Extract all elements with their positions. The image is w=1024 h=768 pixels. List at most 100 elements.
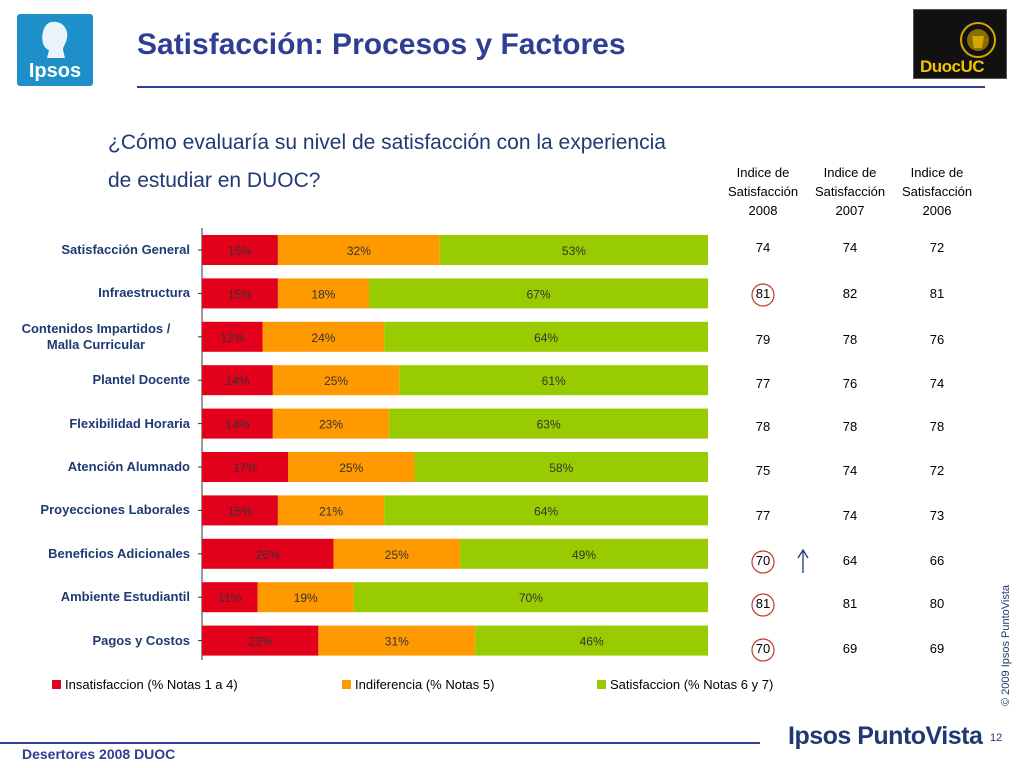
up-arrow-icon: [797, 548, 809, 573]
bar-data-label: 49%: [572, 548, 596, 562]
bar-segment: [272, 365, 400, 396]
index-value: 70: [755, 641, 771, 656]
head-silhouette-icon: [42, 21, 68, 59]
bar-segment: [202, 321, 263, 352]
page-number: 12: [990, 732, 1003, 744]
bar-segment: [333, 538, 461, 569]
bar-data-label: 70%: [519, 591, 543, 605]
bar-segment: [318, 625, 476, 656]
index-value: 81: [755, 596, 771, 611]
category-label: Beneficios Adicionales: [48, 545, 190, 561]
bar-data-label: 12%: [220, 331, 244, 345]
index-value: 66: [929, 553, 945, 568]
legend-label: Satisfaccion (% Notas 6 y 7): [610, 677, 774, 692]
duoc-logo: DuocUC: [913, 9, 1007, 79]
ipsos-logo: Ipsos: [17, 14, 93, 86]
bar-data-label: 53%: [562, 244, 586, 258]
bar-segment: [202, 452, 289, 482]
bar-segment: [262, 321, 385, 352]
category-label: Atención Alumnado: [67, 459, 190, 474]
bar-segment: [384, 495, 708, 526]
index-value: 81: [755, 286, 771, 301]
bar-segment: [460, 538, 708, 569]
index-value: 74: [842, 240, 858, 255]
bar-segment: [277, 495, 385, 526]
index-value: 80: [929, 596, 945, 611]
bar-data-label: 25%: [339, 461, 363, 475]
index-value: 82: [842, 286, 858, 301]
title-divider: [137, 86, 985, 88]
bar-segment: [202, 365, 273, 396]
bar-segment: [277, 235, 440, 265]
bar-data-label: 18%: [311, 287, 335, 301]
bar-segment: [399, 365, 708, 396]
ipsos-logo-text: Ipsos: [28, 60, 82, 82]
bar-data-label: 21%: [319, 504, 343, 518]
page-title: Satisfacción: Procesos y Factores: [137, 28, 626, 61]
category-label: Ambiente Estudiantil: [60, 589, 190, 605]
bar-data-label: 31%: [385, 635, 409, 649]
index-header-line: Indice de: [823, 165, 877, 180]
index-value: 81: [929, 286, 945, 301]
bar-segment: [202, 582, 258, 613]
index-header-2007: Indice de Satisfacción 2007: [805, 163, 895, 220]
bar-segment: [272, 408, 390, 439]
index-value: 72: [929, 240, 945, 255]
bar-segment: [202, 235, 278, 265]
bar-data-label: 11%: [218, 591, 241, 605]
bar-data-label: 15%: [228, 504, 252, 518]
legend-swatch-red: [52, 680, 61, 689]
category-label: Contenidos Impartidos / Malla Curricular: [21, 320, 171, 352]
index-header-2008: Indice de Satisfacción 2008: [718, 163, 808, 220]
category-label: Proyecciones Laborales: [40, 502, 190, 518]
bar-data-label: 14%: [225, 374, 249, 388]
bar-segment: [202, 625, 319, 656]
bar-data-label: 64%: [534, 331, 558, 345]
bar-data-label: 25%: [385, 548, 409, 562]
bar-segment: [202, 538, 334, 569]
index-header-line: 2007: [835, 203, 865, 218]
bar-data-label: 15%: [228, 287, 252, 301]
bar-data-label: 23%: [248, 635, 272, 649]
copyright-notice: © 2009 Ipsos PuntoVista: [1000, 584, 1012, 706]
index-value: 69: [842, 641, 858, 656]
university-seal-icon: [960, 22, 996, 58]
highlight-circle: [751, 550, 775, 574]
bar-data-label: 58%: [549, 461, 573, 475]
index-value: 74: [755, 240, 771, 255]
index-value: 77: [755, 376, 771, 391]
bar-segment: [288, 452, 415, 482]
category-label: Satisfacción General: [61, 242, 190, 257]
index-header-line: Satisfacción: [901, 184, 973, 199]
index-header-line: Satisfacción: [814, 184, 886, 199]
bar-data-label: 63%: [537, 418, 561, 432]
bar-data-label: 61%: [542, 374, 566, 388]
index-header-line: Indice de: [736, 165, 790, 180]
bar-data-label: 15%: [228, 244, 252, 258]
category-label: Flexibilidad Horaria: [69, 415, 190, 431]
highlight-circle: [751, 283, 775, 307]
bar-segment: [368, 278, 708, 309]
index-value: 78: [842, 332, 858, 347]
bar-segment: [384, 321, 708, 352]
index-header-line: Satisfacción: [727, 184, 799, 199]
category-label: Pagos y Costos: [92, 632, 190, 648]
index-value: 75: [755, 463, 771, 478]
index-value: 76: [842, 376, 858, 391]
bar-segment: [353, 582, 708, 613]
bar-data-label: 67%: [526, 287, 550, 301]
index-value: 73: [929, 508, 945, 523]
bar-data-label: 14%: [225, 418, 249, 432]
bar-data-label: 25%: [324, 374, 348, 388]
category-label: Plantel Docente: [92, 372, 190, 388]
bar-data-label: 23%: [319, 418, 343, 432]
index-value: 79: [755, 332, 771, 347]
bar-segment: [277, 278, 369, 309]
index-value: 74: [842, 463, 858, 478]
bar-data-label: 24%: [311, 331, 335, 345]
index-value: 74: [929, 376, 945, 391]
bar-segment: [257, 582, 354, 613]
bar-segment: [414, 452, 708, 482]
legend-item-satisfaccion: Satisfaccion (% Notas 6 y 7): [597, 677, 773, 692]
bar-segment: [389, 408, 708, 439]
